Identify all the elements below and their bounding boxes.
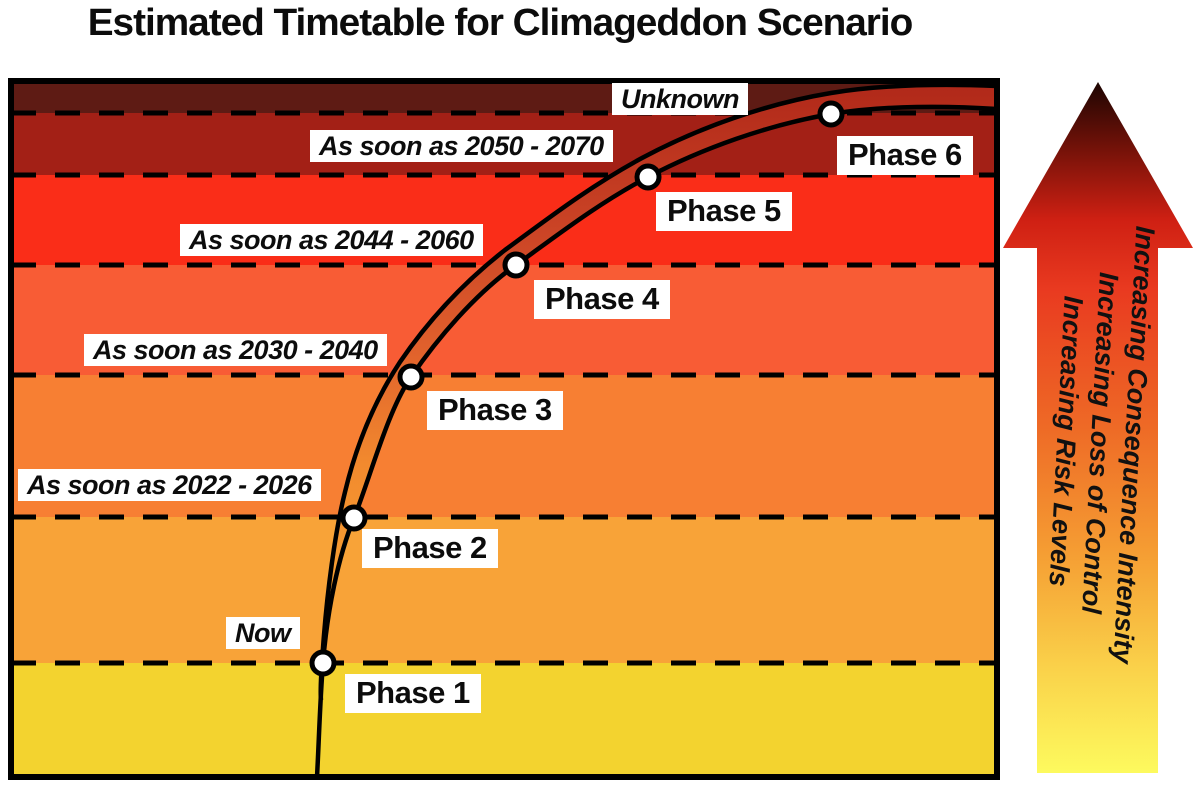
time-label-phase-2: As soon as 2022 - 2026 [18,469,321,502]
risk-band-2 [11,517,997,663]
phase-1-label: Phase 1 [345,674,481,713]
time-label-phase-6: Unknown [612,83,748,116]
phase-5-marker [634,163,662,191]
phase-markers [309,100,845,677]
phase-3-label: Phase 3 [427,391,563,430]
risk-band-1 [11,663,997,777]
risk-curve-upper [318,82,997,701]
page-title: Estimated Timetable for Climageddon Scen… [87,2,914,44]
phase-5-label: Phase 5 [656,192,792,231]
phase-4-marker [502,251,530,279]
phase-4-label: Phase 4 [534,280,670,319]
time-label-phase-4: As soon as 2044 - 2060 [180,224,483,257]
risk-curve-lower [314,104,997,777]
time-label-phase-5: As soon as 2050 - 2070 [310,130,613,163]
phase-6-marker [817,100,845,128]
phase-2-label: Phase 2 [362,529,498,568]
phase-2-marker [340,504,368,532]
phase-3-marker [397,363,425,391]
time-label-phase-3: As soon as 2030 - 2040 [84,334,387,367]
time-label-phase-1: Now [226,617,300,650]
plot-border [8,78,1000,780]
risk-arrow [1003,82,1193,773]
phase-1-marker [309,649,337,677]
phase-6-label: Phase 6 [837,136,973,175]
